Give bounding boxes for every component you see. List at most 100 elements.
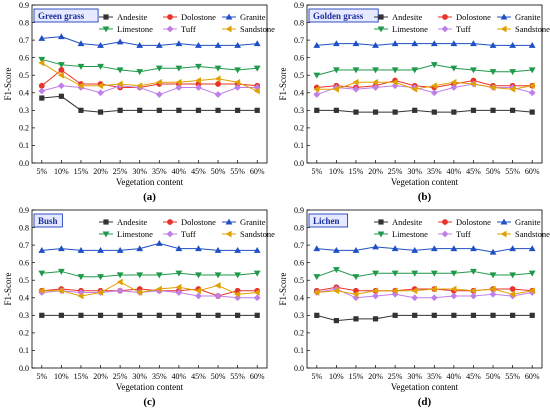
x-tick-label: 40% — [447, 167, 462, 176]
series-sandstone — [313, 285, 535, 298]
data-point — [175, 78, 182, 86]
data-point — [137, 312, 143, 318]
data-point — [137, 107, 143, 113]
series-tuff — [313, 80, 536, 98]
data-point — [391, 290, 399, 298]
x-tick-label: 5% — [311, 372, 322, 381]
data-point — [314, 107, 320, 113]
data-point — [234, 67, 242, 74]
data-point — [234, 294, 242, 302]
data-point — [78, 312, 84, 318]
data-point — [136, 41, 144, 48]
x-tick-label: 40% — [447, 372, 462, 381]
series-line-tuff — [316, 288, 533, 299]
y-tick-label: 0.8 — [19, 18, 29, 27]
data-point — [253, 40, 261, 47]
legend-label: Limestone — [117, 229, 153, 239]
data-point — [391, 40, 399, 47]
data-point — [490, 107, 496, 113]
legend-marker — [167, 14, 173, 20]
data-point — [431, 109, 437, 115]
data-point — [253, 87, 260, 95]
legend-marker — [225, 230, 232, 238]
x-tick-label: 35% — [152, 372, 167, 381]
data-point — [411, 287, 418, 295]
legend-marker — [167, 219, 173, 225]
legend-marker — [500, 13, 508, 20]
legend-label: Granite — [515, 12, 541, 22]
y-tick-label: 0.9 — [19, 206, 29, 215]
series-line-limestone — [41, 270, 258, 278]
data-point — [38, 270, 46, 277]
data-point — [450, 292, 458, 300]
legend-marker — [442, 14, 448, 20]
data-point — [195, 107, 202, 113]
legend-item: Tuff — [438, 24, 471, 34]
data-point — [176, 107, 182, 113]
data-point — [38, 287, 45, 295]
x-axis-label: Vegetation content — [391, 177, 459, 187]
chart-panel-1: 0.0 0.1 0.2 0.3 0.4 0.5 0.6 0.7 0.8 0.9 5% 10% 15% 20… — [3, 1, 275, 203]
data-point — [38, 34, 46, 41]
data-point — [391, 245, 399, 252]
x-tick-label: 5% — [36, 167, 47, 176]
legend-item: Sandstone — [497, 229, 550, 239]
data-point — [97, 289, 104, 296]
series-line-dolostone — [316, 286, 533, 292]
legend-label: Dolostone — [181, 12, 216, 22]
data-point — [155, 239, 163, 246]
data-point — [509, 272, 517, 279]
data-point — [372, 243, 379, 250]
data-point — [372, 84, 379, 91]
data-point — [353, 109, 359, 115]
x-tick-label: 40% — [172, 167, 187, 176]
data-point — [313, 41, 321, 48]
data-point — [58, 93, 64, 99]
legend-label: Granite — [240, 12, 266, 22]
y-tick-label: 0.0 — [19, 159, 29, 168]
data-point — [77, 63, 85, 70]
x-tick-label: 55% — [505, 372, 520, 381]
data-point — [430, 40, 438, 47]
series-line-sandstone — [41, 281, 258, 297]
legend-label: Granite — [240, 217, 266, 227]
data-point — [352, 40, 360, 47]
data-point — [450, 84, 458, 91]
data-point — [77, 40, 85, 47]
series-andesite — [314, 107, 535, 115]
x-axis-label: Vegetation content — [391, 382, 459, 392]
panel-label: (a) — [143, 191, 156, 203]
data-point — [430, 285, 437, 293]
y-tick-label: 0.7 — [19, 36, 29, 45]
data-point — [97, 109, 104, 115]
y-tick-label: 0.1 — [294, 346, 304, 355]
x-tick-label: 5% — [311, 167, 322, 176]
data-point — [372, 67, 379, 74]
series-line-tuff — [41, 290, 258, 299]
data-point — [156, 107, 162, 113]
data-point — [332, 40, 340, 47]
data-point — [450, 40, 458, 47]
data-point — [175, 245, 183, 252]
data-point — [509, 41, 517, 48]
plot-frame — [31, 209, 268, 369]
data-point — [470, 287, 477, 295]
data-point — [214, 65, 222, 72]
data-point — [509, 85, 516, 93]
series-granite — [38, 239, 261, 253]
x-tick-label: 35% — [427, 167, 442, 176]
legend-label: Andesite — [117, 217, 147, 227]
series-line-sandstone — [316, 81, 533, 90]
data-point — [489, 69, 497, 76]
data-point — [78, 107, 84, 113]
y-tick-label: 0.5 — [19, 276, 29, 285]
data-point — [175, 40, 183, 47]
data-point — [372, 287, 379, 295]
data-point — [175, 270, 183, 277]
data-point — [489, 290, 497, 298]
plot-frame — [306, 4, 543, 164]
data-point — [38, 87, 46, 95]
series-limestone — [313, 267, 536, 281]
x-tick-label: 55% — [230, 372, 245, 381]
series-granite — [313, 243, 536, 255]
